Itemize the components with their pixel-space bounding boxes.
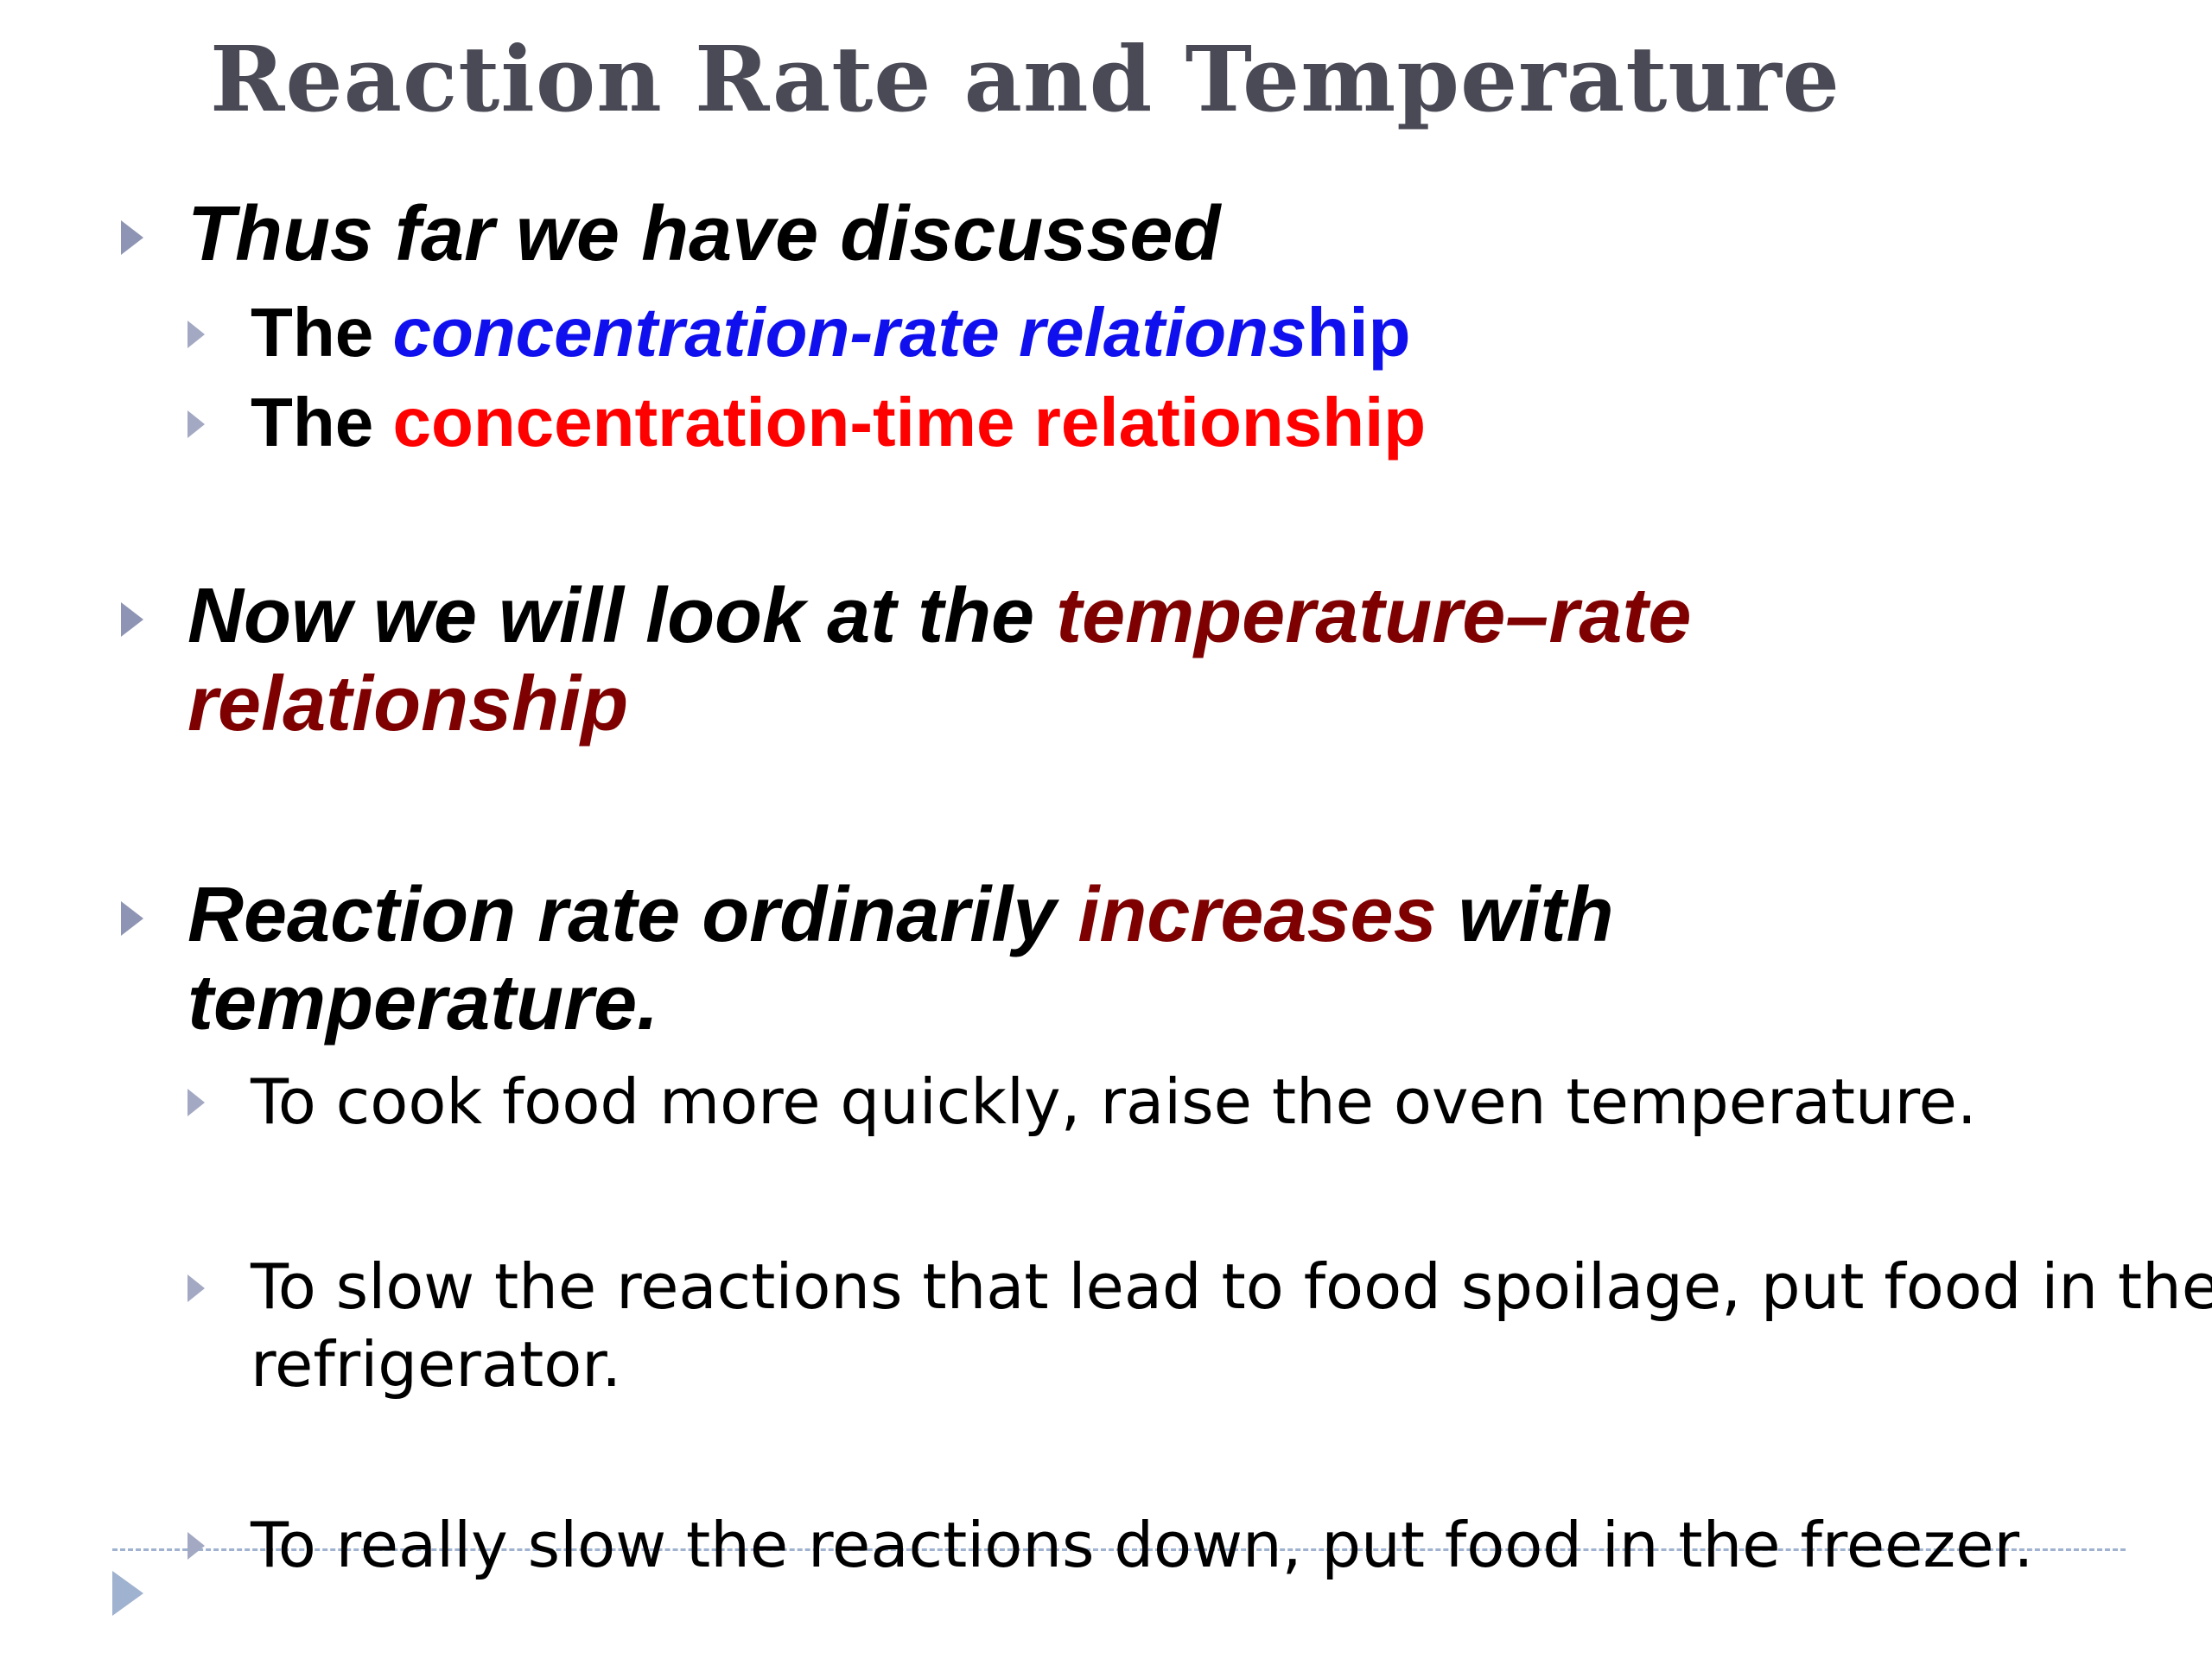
footer-triangle-icon [112,1571,143,1616]
bullet-triangle-icon [121,220,143,255]
footer-dashed-line [112,1548,2126,1551]
sub-bullet-1-2-prefix: The [251,384,393,461]
sub-bullet-1-1: The concentration-rate relationship [251,294,1410,372]
sub-bullet-triangle-icon [188,410,205,438]
bullet-1-text: Thus far we have discussed [188,191,1221,277]
sub-bullet-triangle-icon [188,1532,205,1560]
sub-bullet-3-2-line-1: To slow the reactions that lead to food … [251,1250,2212,1323]
sub-bullet-triangle-icon [188,321,205,348]
bullet-2-highlight: temperature–rate [1056,573,1692,659]
sub-bullet-1-2: The concentration-time relationship [251,384,1426,461]
bullet-3-suffix: with [1436,872,1614,958]
sub-bullet-1-1-suffix: hip [1306,294,1411,371]
sub-bullet-triangle-icon [188,1089,205,1116]
bullet-3-line-2: temperature. [188,960,659,1046]
bullet-triangle-icon [121,602,143,637]
sub-bullet-1-1-prefix: The [251,294,393,371]
bullet-2-prefix: Now we will look at the [188,573,1057,659]
sub-bullet-1-1-highlight: concentration-rate relations [392,294,1307,371]
sub-bullet-triangle-icon [188,1274,205,1302]
sub-bullet-3-2-line-2: refrigerator. [251,1328,622,1401]
bullet-3-highlight: increases [1077,872,1437,958]
bullet-3-line-1: Reaction rate ordinarily increases with [188,871,1614,959]
sub-bullet-3-1: To cook food more quickly, raise the ove… [251,1065,1977,1138]
bullet-triangle-icon [121,901,143,936]
bullet-2-line-2: relationship [188,661,629,747]
slide-title: Reaction Rate and Temperature [210,26,1840,132]
sub-bullet-1-2-highlight: concentration-time relationship [392,384,1427,461]
sub-bullet-3-3: To really slow the reactions down, put f… [251,1509,2034,1581]
bullet-2-line-1: Now we will look at the temperature–rate [188,572,1691,660]
bullet-3-prefix: Reaction rate ordinarily [188,872,1078,958]
